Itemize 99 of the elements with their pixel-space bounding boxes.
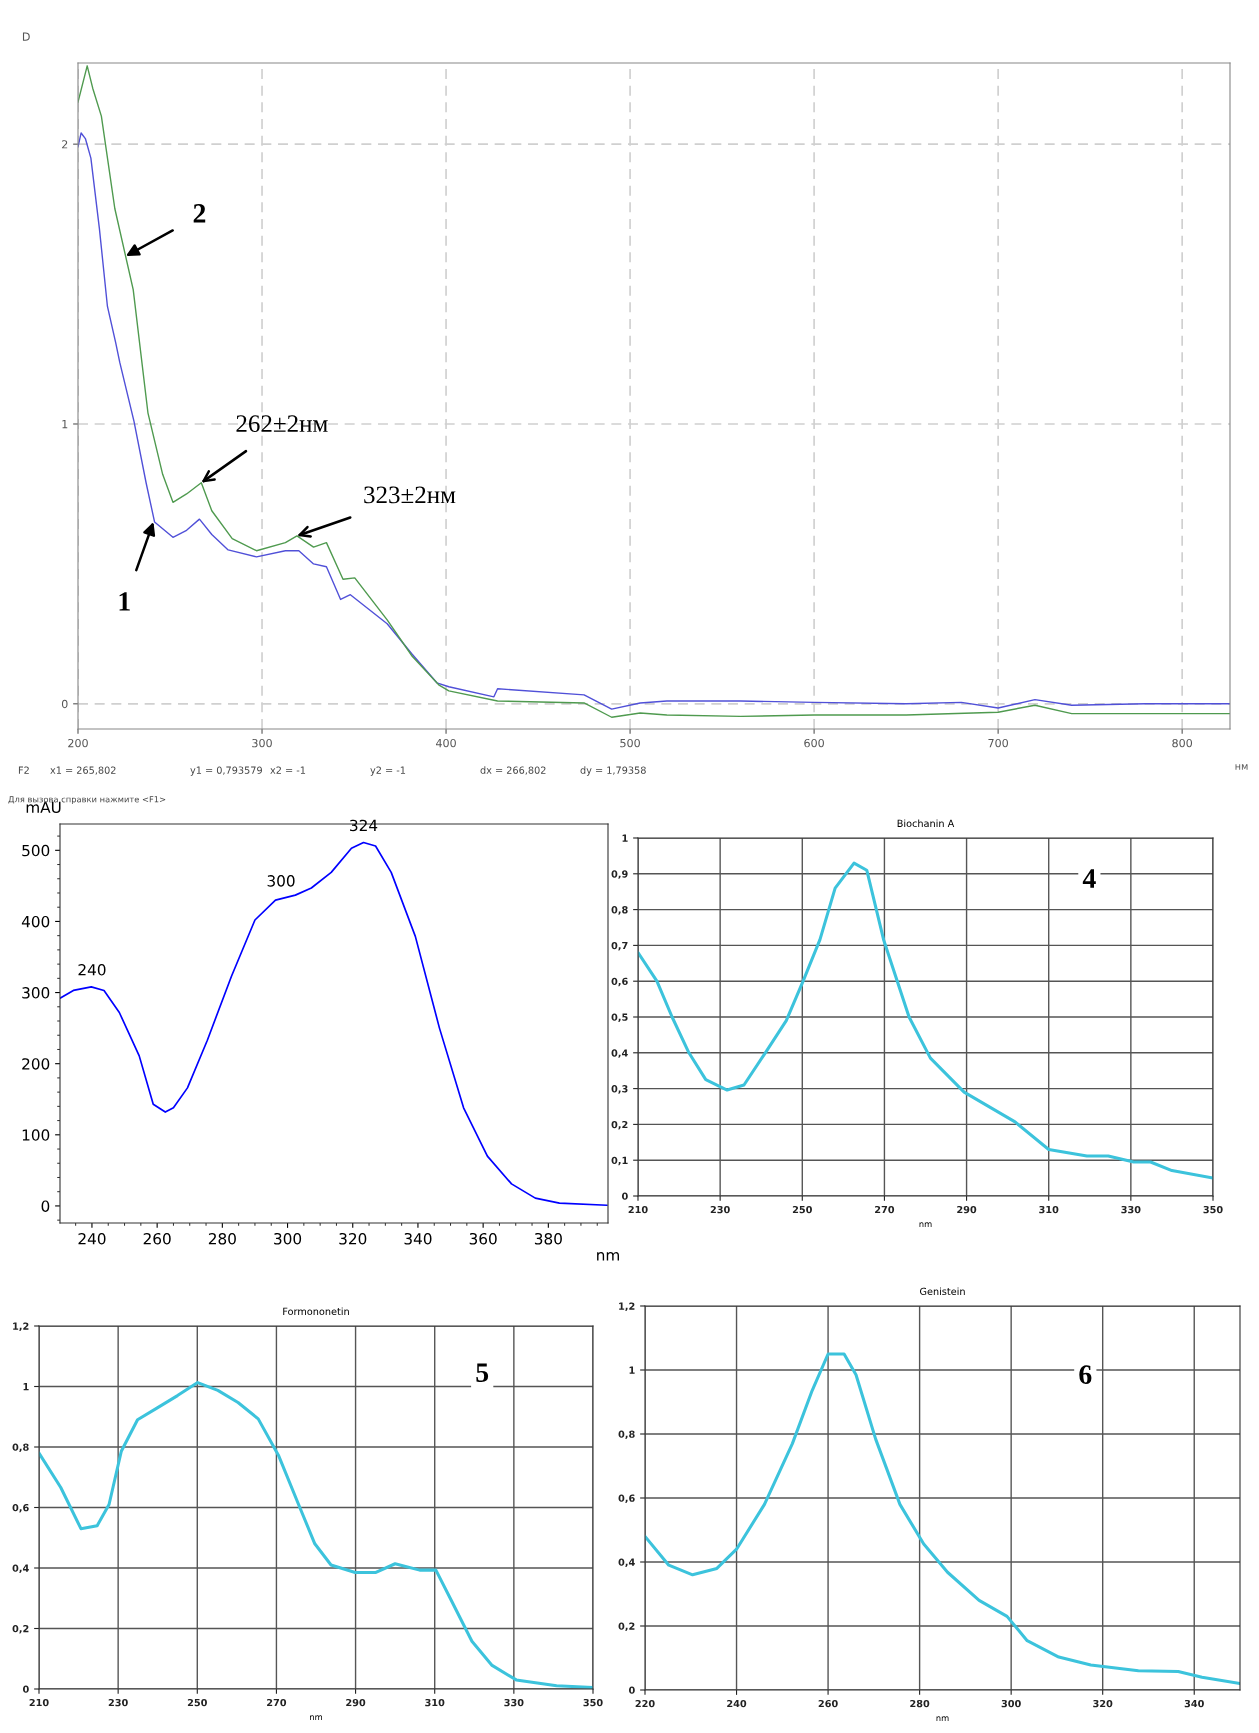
text: dy = 1,79358 xyxy=(580,766,646,776)
y-tick-label: 200 xyxy=(22,1058,50,1070)
y-tick-label: 0,6 xyxy=(618,1494,635,1504)
x-tick-label: 600 xyxy=(804,738,824,748)
x-tick-label: 220 xyxy=(635,1699,655,1708)
x-tick-label: 800 xyxy=(1172,738,1193,748)
x-tick-label: 360 xyxy=(469,1232,497,1245)
y-tick-label: 1 xyxy=(62,420,68,429)
x-tick-label: 240 xyxy=(727,1699,747,1708)
text: x2 = -1 xyxy=(270,766,306,774)
y-tick-label: 1 xyxy=(23,1383,29,1391)
text: dx = 266,802 xyxy=(480,766,546,775)
text: y1 = 0,793579 xyxy=(190,766,262,776)
x-tick-label: 230 xyxy=(108,1698,128,1707)
x-tick-label: 350 xyxy=(1203,1205,1223,1214)
y-tick-label: 0,5 xyxy=(611,1013,628,1023)
x-tick-label: 340 xyxy=(1184,1699,1204,1708)
annotation: 240 xyxy=(78,964,106,976)
y-tick-label: 1,2 xyxy=(13,1322,29,1332)
y-tick-label: 0,1 xyxy=(611,1156,628,1166)
y-tick-label: 100 xyxy=(22,1129,50,1141)
y-tick-label: 0 xyxy=(628,1686,635,1694)
x-tick-label: 300 xyxy=(1001,1699,1021,1708)
annotation: 4 xyxy=(1082,869,1096,888)
y-tick-label: 0,4 xyxy=(611,1049,628,1058)
y-tick-label: 0,9 xyxy=(611,870,628,879)
y-tick-label: 400 xyxy=(21,915,50,928)
x-tick-label: 210 xyxy=(29,1698,49,1707)
chart-title: Formononetin xyxy=(283,1307,349,1316)
y-tick-label: 0,4 xyxy=(12,1564,29,1574)
x-tick-label: 260 xyxy=(818,1699,838,1708)
x-tick-label: 320 xyxy=(339,1232,367,1245)
x-tick-label: 350 xyxy=(583,1698,603,1707)
chart-title: Biochanin A xyxy=(897,819,955,828)
x-tick-label: 330 xyxy=(1121,1205,1141,1214)
x-tick-label: 280 xyxy=(910,1699,930,1708)
y-tick-label: 0,3 xyxy=(611,1085,628,1094)
y-tick-label: 0,8 xyxy=(611,906,628,915)
y-tick-label: 300 xyxy=(22,987,50,999)
y-tick-label: 0,8 xyxy=(618,1430,635,1440)
y-tick-label: 0,6 xyxy=(611,977,628,987)
x-tick-label: 400 xyxy=(435,738,456,748)
text: x1 = 265,802 xyxy=(50,766,116,775)
y-tick-label: 0 xyxy=(22,1685,29,1693)
annotation: 300 xyxy=(267,875,295,887)
x-axis-title: nm xyxy=(936,1716,949,1722)
x-tick-label: 310 xyxy=(1039,1205,1059,1214)
line-series xyxy=(60,841,608,1207)
y-tick-label: 0 xyxy=(41,1200,50,1212)
x-tick-label: 290 xyxy=(346,1698,366,1707)
x-axis-title: nm xyxy=(310,1715,322,1721)
annotation: 2 xyxy=(193,204,206,223)
x-tick-label: 380 xyxy=(534,1232,562,1245)
x-tick-label: 310 xyxy=(425,1698,445,1707)
line-series xyxy=(638,861,1213,1180)
y-tick-label: 0,7 xyxy=(611,941,628,951)
annotation: 323±2нм xyxy=(364,486,456,504)
chart-title: Genistein xyxy=(920,1287,965,1296)
text: y2 = -1 xyxy=(370,766,406,776)
x-tick-label: 320 xyxy=(1093,1699,1113,1708)
y-tick-label: 1,2 xyxy=(619,1302,635,1312)
annotation: 262±2нм xyxy=(236,415,328,433)
annotation: 324 xyxy=(350,819,378,832)
y-tick-label: 500 xyxy=(22,844,50,857)
y-tick-label: 0 xyxy=(621,1192,628,1200)
annotation: 6 xyxy=(1079,1365,1092,1384)
x-tick-label: 330 xyxy=(504,1698,524,1707)
annotation: 1 xyxy=(119,592,130,611)
y-tick-label: 2 xyxy=(62,140,68,149)
y-tick-label: 0,4 xyxy=(618,1558,635,1568)
x-tick-label: 270 xyxy=(875,1205,895,1214)
y-axis-title: D xyxy=(22,32,30,41)
y-tick-label: 0,6 xyxy=(12,1503,29,1513)
x-tick-label: 290 xyxy=(957,1205,977,1214)
x-tick-label: 240 xyxy=(78,1232,106,1245)
x-tick-label: 230 xyxy=(710,1205,730,1214)
y-tick-label: 0,8 xyxy=(12,1443,29,1453)
y-tick-label: 1 xyxy=(629,1366,635,1374)
line-series xyxy=(645,1352,1240,1686)
annotation: 5 xyxy=(476,1363,489,1382)
y-tick-label: 1 xyxy=(622,834,628,842)
x-tick-label: 250 xyxy=(187,1698,207,1707)
y-tick-label: 0,2 xyxy=(618,1622,635,1632)
x-axis-title: nm xyxy=(597,1251,619,1261)
x-tick-label: 210 xyxy=(628,1205,648,1214)
x-tick-label: 250 xyxy=(792,1205,812,1214)
y-tick-label: 0,2 xyxy=(12,1624,29,1634)
x-axis-title: нм xyxy=(1235,764,1248,770)
y-tick-label: 0 xyxy=(61,699,68,709)
x-tick-label: 300 xyxy=(274,1232,302,1245)
x-tick-label: 340 xyxy=(404,1232,432,1245)
x-tick-label: 300 xyxy=(252,738,272,748)
y-tick-label: 0,2 xyxy=(611,1120,628,1130)
x-tick-label: 260 xyxy=(143,1232,171,1245)
text: F2 xyxy=(18,766,29,774)
x-axis-title: nm xyxy=(919,1222,932,1228)
x-tick-label: 700 xyxy=(988,738,1008,748)
x-tick-label: 270 xyxy=(267,1698,287,1707)
x-tick-label: 280 xyxy=(208,1232,236,1245)
